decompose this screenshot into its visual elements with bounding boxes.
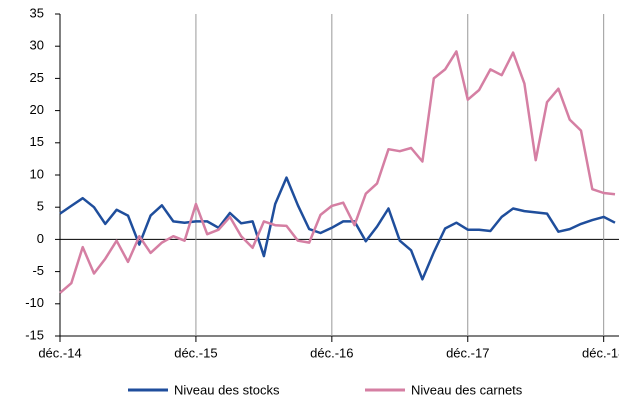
y-tick-label: 15	[30, 134, 44, 149]
legend-label: Niveau des carnets	[411, 382, 523, 397]
y-tick-label: 0	[37, 231, 44, 246]
y-tick-label: -15	[25, 327, 44, 342]
y-tick-label: 5	[37, 199, 44, 214]
x-tick-label: déc.-14	[38, 345, 81, 360]
y-tick-label: 10	[30, 166, 44, 181]
y-tick-label: 35	[30, 5, 44, 20]
y-tick-label: -5	[32, 263, 44, 278]
x-tick-label: déc.-16	[310, 345, 353, 360]
legend-label: Niveau des stocks	[174, 382, 280, 397]
series-line	[59, 176, 616, 281]
series-line	[59, 50, 616, 294]
x-tick-label: déc.-17	[446, 345, 489, 360]
y-tick-label: -10	[25, 295, 44, 310]
y-tick-label: 30	[30, 38, 44, 53]
x-tick-label: déc.-18	[582, 345, 619, 360]
y-tick-label: 20	[30, 102, 44, 117]
y-tick-label: 25	[30, 70, 44, 85]
x-tick-label: déc.-15	[174, 345, 217, 360]
